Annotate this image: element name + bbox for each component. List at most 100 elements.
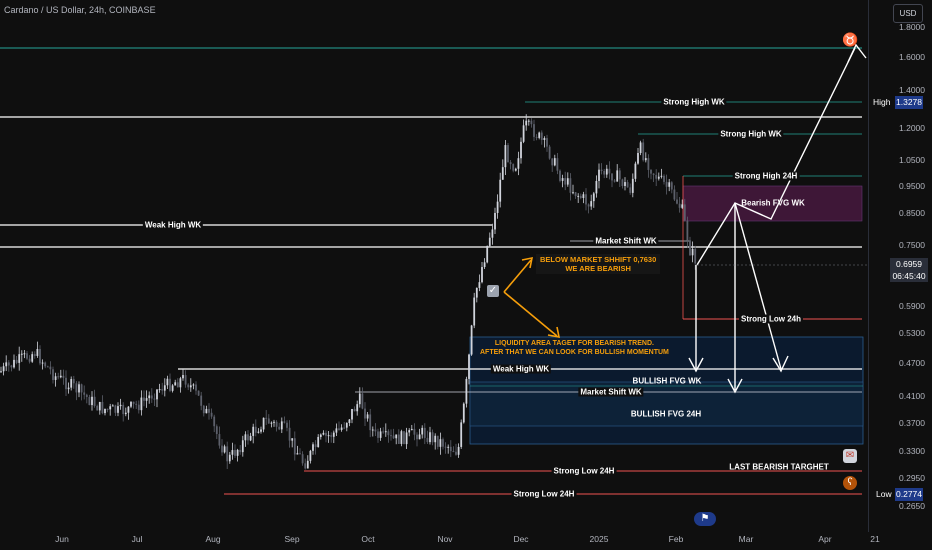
candle-body: [254, 426, 257, 433]
candle-body: [639, 142, 642, 153]
candle-body: [62, 375, 65, 378]
candle-body: [559, 170, 561, 181]
candle-body: [629, 187, 632, 193]
candle-body: [49, 366, 52, 370]
candle-body: [644, 158, 647, 161]
candle-body: [496, 201, 499, 213]
candle-body: [491, 229, 494, 238]
candle-body: [665, 181, 668, 187]
currency-button[interactable]: USD: [893, 4, 923, 23]
level-label-strong-high-wk-1: Strong High WK: [661, 97, 727, 107]
price-tick-label: 1.8000: [899, 22, 925, 32]
price-tick-label: 0.3700: [899, 418, 925, 428]
high-label: High: [873, 97, 891, 107]
candle-body: [470, 325, 473, 355]
candle-body: [530, 120, 533, 125]
bearish-annotation: BELOW MARKET SHHIFT 0,7630 WE ARE BEARIS…: [536, 254, 661, 274]
time-tick-label: Aug: [205, 534, 221, 544]
candle-body: [577, 195, 580, 197]
candle-body: [512, 164, 515, 171]
candle-body: [553, 158, 556, 166]
candle-body: [332, 432, 335, 437]
candle-body: [176, 382, 179, 388]
candle-body: [0, 371, 2, 373]
candle-body: [228, 454, 231, 462]
candle-body: [668, 182, 671, 187]
candle-body: [400, 431, 403, 444]
candle-body: [156, 389, 158, 400]
candle-body: [208, 408, 210, 413]
candle-body: [410, 428, 413, 431]
candle-body: [605, 168, 608, 175]
candle-body: [403, 431, 405, 445]
candle-body: [46, 366, 49, 368]
candle-body: [132, 401, 135, 404]
candle-body: [189, 385, 192, 388]
candle-body: [301, 454, 304, 464]
candle-body: [296, 453, 299, 455]
candle-body: [686, 220, 689, 241]
level-label-bullish-fvg-24h: BULLISH FVG 24H: [630, 409, 702, 419]
candle-body: [369, 414, 372, 431]
candle-body: [72, 379, 75, 384]
candle-body: [197, 390, 200, 396]
price-tick-label: 0.8500: [899, 208, 925, 218]
candle-body: [306, 460, 309, 469]
candle-body: [171, 385, 174, 391]
candle-body: [366, 414, 369, 419]
candle-body: [127, 406, 130, 413]
candle-body: [501, 167, 504, 180]
candle-body: [418, 434, 421, 440]
candle-body: [587, 204, 590, 207]
candle-body: [187, 384, 190, 388]
candle-body: [520, 141, 522, 159]
candle-body: [91, 396, 93, 406]
candle-body: [234, 450, 236, 456]
bullish-projection-path: [696, 47, 856, 266]
candle-body: [405, 432, 408, 445]
flag-event-icon[interactable]: ⚑: [694, 512, 716, 526]
candle-body: [166, 378, 169, 386]
candle-body: [582, 194, 585, 198]
candle-body: [314, 444, 317, 448]
candle-body: [26, 353, 28, 359]
candle-body: [137, 404, 140, 411]
candle-body: [444, 446, 447, 448]
candle-body: [215, 426, 218, 435]
candle-body: [392, 435, 395, 439]
candle-body: [140, 397, 143, 411]
candle-body: [564, 178, 567, 185]
level-label-last-bearish-target: LAST BEARISH TARGHET: [729, 462, 829, 472]
candle-body: [23, 353, 26, 355]
candle-body: [273, 421, 275, 423]
candle-body: [572, 192, 574, 194]
candle-body: [319, 434, 322, 437]
candle-body: [150, 395, 153, 399]
candle-body: [265, 417, 268, 419]
candle-body: [527, 120, 530, 122]
price-tick-label: 1.4000: [899, 85, 925, 95]
current-price-badge: 0.6959 06:45:40: [890, 258, 928, 282]
current-price-value: 0.6959: [896, 259, 922, 269]
candle-body: [473, 297, 476, 326]
price-tick-label: 0.4700: [899, 358, 925, 368]
candle-body: [488, 237, 491, 246]
low-label: Low: [876, 489, 892, 499]
price-chart[interactable]: [0, 0, 868, 550]
candle-body: [109, 406, 112, 410]
bull-icon: ♉: [842, 32, 859, 47]
candle-body: [117, 406, 119, 413]
candle-body: [626, 182, 629, 188]
candle-body: [104, 408, 106, 414]
price-tick-label: 1.2000: [899, 123, 925, 133]
candle-body: [299, 453, 301, 455]
candle-body: [569, 178, 572, 193]
candle-body: [322, 432, 325, 435]
liquidity-annotation-line2: AFTER THAT WE CAN LOOK FOR BULLISH MOMEN…: [480, 349, 669, 356]
candle-body: [195, 384, 197, 391]
check-mark-icon: ✓: [487, 285, 499, 297]
candle-body: [153, 398, 156, 400]
candle-body: [226, 446, 229, 462]
candle-body: [421, 427, 424, 435]
level-label-weak-high-wk-bottom: Weak High WK: [490, 364, 552, 374]
